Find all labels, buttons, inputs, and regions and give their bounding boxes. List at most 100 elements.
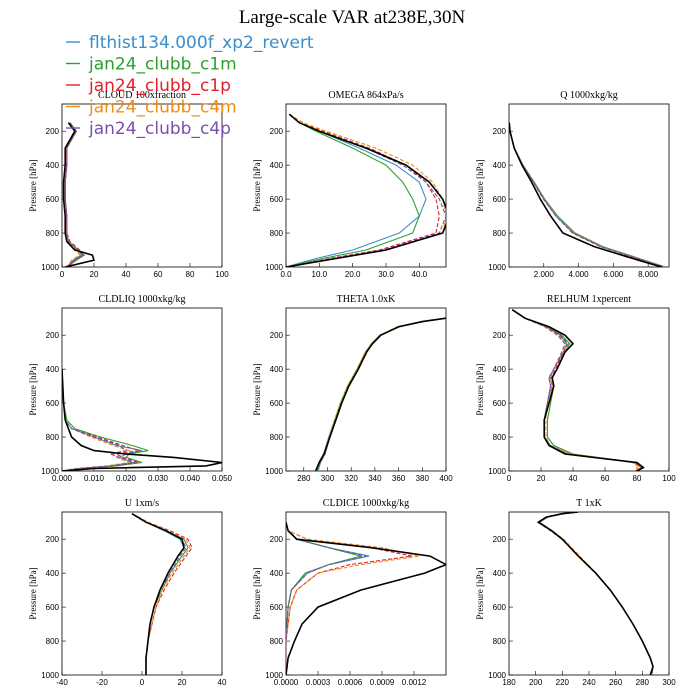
reference-line (509, 122, 663, 267)
x-tick-label: 280 (297, 474, 311, 483)
y-tick-label: 600 (46, 195, 60, 204)
series-line-jan24_clubb_c1m (62, 369, 149, 471)
y-axis-label: Pressure [hPa] (252, 567, 262, 619)
y-tick-label: 1000 (488, 467, 506, 476)
reference-line (62, 122, 96, 267)
series-lines (286, 113, 446, 267)
x-tick-label: 200 (529, 678, 543, 687)
x-tick-label: 0.040 (180, 474, 201, 483)
series-line-jan24_clubb_c4p (286, 113, 446, 267)
series-line-jan24_clubb_c1p (509, 122, 664, 267)
series-line-jan24_clubb_c4p (62, 369, 136, 471)
y-tick-label: 800 (46, 229, 60, 238)
series-line-jan24_clubb_c4p (509, 122, 664, 267)
x-tick-label: 100 (662, 474, 676, 483)
legend-entry: jan24_clubb_c4p (88, 119, 231, 139)
x-tick-label: 300 (662, 678, 676, 687)
panel-frame (285, 511, 447, 676)
x-tick-label: 4.000 (569, 270, 590, 279)
series-line-jan24_clubb_c4m (511, 309, 642, 471)
x-tick-label: 0.0 (280, 270, 292, 279)
y-tick-label: 200 (270, 535, 284, 544)
series-line-jan24_clubb_c1m (509, 122, 666, 267)
panel-3: CLDLIQ 1000xkg/kg Pressure [hPa] 200 400 600… (28, 294, 233, 483)
x-tick-label: 40 (122, 270, 131, 279)
y-axis-label: Pressure [hPa] (28, 363, 38, 415)
x-tick-label: 80 (186, 270, 195, 279)
series-line-jan24_clubb_c1p (537, 512, 654, 675)
x-tick-label: 40.0 (412, 270, 428, 279)
panel-title: CLOUD 100xfraction (98, 90, 186, 101)
series-line-jan24_clubb_c4p (316, 317, 446, 471)
panel-frame (508, 307, 670, 472)
series-lines (62, 122, 96, 267)
x-tick-label: 0.020 (116, 474, 137, 483)
panel-4: THETA 1.0xK Pressure [hPa] 200 400 600 800 100… (252, 294, 453, 483)
x-tick-label: 0.0012 (402, 678, 427, 687)
x-tick-label: 10.0 (312, 270, 328, 279)
x-tick-label: 60 (154, 270, 163, 279)
y-tick-label: 400 (46, 569, 60, 578)
y-tick-label: 800 (46, 433, 60, 442)
series-line-jan24_clubb_c1p (286, 113, 440, 267)
series-line-jan24_clubb_c4p (64, 122, 84, 267)
x-tick-label: 240 (582, 678, 596, 687)
y-tick-label: 200 (46, 535, 60, 544)
series-lines (62, 369, 222, 471)
y-axis-label: Pressure [hPa] (28, 567, 38, 619)
x-tick-label: 0.0003 (306, 678, 331, 687)
y-tick-label: 400 (270, 161, 284, 170)
x-tick-label: 20 (178, 678, 187, 687)
x-tick-label: 320 (345, 474, 359, 483)
series-lines (314, 317, 446, 471)
series-line-jan24_clubb_c1m (317, 317, 446, 471)
x-tick-label: 0.010 (84, 474, 105, 483)
panel-frame (508, 511, 670, 676)
x-tick-label: 20 (90, 270, 99, 279)
y-tick-label: 400 (46, 365, 60, 374)
y-tick-label: 600 (493, 195, 507, 204)
series-line-flthist134.000f_xp2_revert (62, 369, 143, 471)
x-tick-label: -20 (96, 678, 108, 687)
panel-title: CLDICE 1000xkg/kg (323, 498, 409, 509)
reference-line (314, 317, 446, 471)
series-line-jan24_clubb_c4p (511, 309, 645, 471)
y-tick-label: 400 (493, 569, 507, 578)
x-tick-label: 8.000 (638, 270, 659, 279)
series-line-jan24_clubb_c4m (537, 512, 654, 675)
series-line-flthist134.000f_xp2_revert (511, 309, 643, 471)
panel-frame (285, 307, 447, 472)
series-line-flthist134.000f_xp2_revert (537, 512, 654, 675)
series-line-jan24_clubb_c1p (511, 309, 643, 471)
series-line-flthist134.000f_xp2_revert (316, 317, 446, 471)
y-tick-label: 1000 (488, 263, 506, 272)
y-tick-label: 800 (493, 229, 507, 238)
panel-title: OMEGA 864xPa/s (328, 90, 403, 101)
x-tick-label: 0.0009 (370, 678, 395, 687)
y-tick-label: 600 (270, 603, 284, 612)
panel-2: Q 1000xkg/kg Pressure [hPa] 200 400 600 800 10… (475, 90, 670, 279)
x-tick-label: 30.0 (378, 270, 394, 279)
y-tick-label: 800 (493, 433, 507, 442)
panel-title: THETA 1.0xK (337, 294, 396, 305)
figure-title: Large-scale VAR at238E,30N (239, 7, 466, 28)
y-tick-label: 1000 (265, 263, 283, 272)
y-tick-label: 800 (270, 637, 284, 646)
x-tick-label: 180 (502, 678, 516, 687)
panels-group: CLOUD 100xfraction Pressure [hPa] 200 400 60… (28, 90, 676, 687)
reference-line (62, 369, 222, 471)
legend-entry: jan24_clubb_c1m (88, 55, 237, 75)
series-line-jan24_clubb_c4m (131, 513, 191, 675)
y-tick-label: 800 (493, 637, 507, 646)
legend-entry: jan24_clubb_c1p (88, 76, 231, 96)
series-line-jan24_clubb_c1m (538, 512, 654, 675)
y-tick-label: 1000 (41, 263, 59, 272)
reference-line (286, 522, 446, 675)
x-tick-label: 260 (609, 678, 623, 687)
series-line-jan24_clubb_c1p (316, 317, 446, 471)
y-tick-label: 600 (270, 195, 284, 204)
reference-line (286, 113, 446, 267)
reference-line (511, 309, 645, 471)
y-tick-label: 200 (46, 331, 60, 340)
